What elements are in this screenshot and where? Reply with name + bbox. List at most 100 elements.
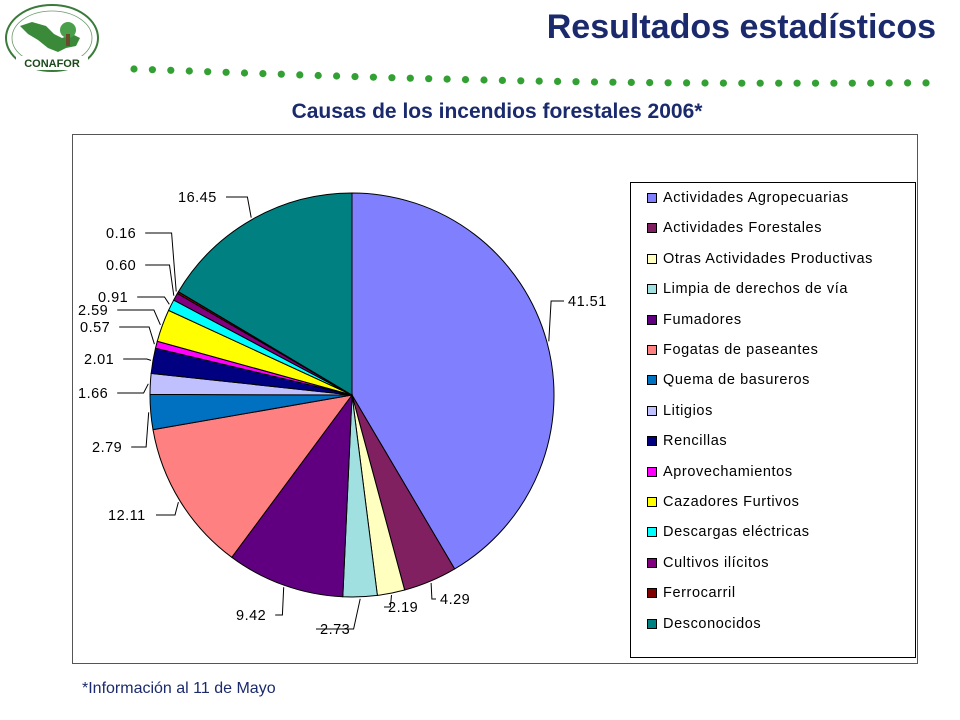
data-label: 41.51: [568, 294, 607, 310]
legend-label: Quema de basureros: [663, 372, 811, 389]
legend-item: Fogatas de paseantes: [647, 340, 819, 360]
divider-dot: [167, 66, 175, 74]
divider-dot: [646, 79, 654, 87]
legend-item: Aprovechamientos: [647, 462, 793, 482]
legend-swatch: [647, 375, 657, 386]
footnote: *Información al 11 de Mayo: [82, 680, 276, 697]
divider-dot: [904, 79, 912, 87]
divider-dot: [793, 79, 801, 87]
divider-dot: [867, 79, 875, 87]
leader-line: [145, 264, 175, 296]
divider-dot: [351, 73, 359, 81]
legend-swatch: [647, 193, 657, 203]
divider-dot: [480, 76, 488, 84]
legend-swatch: [647, 405, 657, 416]
divider-dot: [461, 76, 470, 84]
legend-label: Litigios: [663, 402, 713, 419]
data-label: 4.29: [440, 592, 470, 608]
dotted-divider: [130, 65, 930, 87]
divider-dot: [277, 70, 285, 78]
legend-label: Limpia de derechos de vía: [663, 281, 849, 298]
divider-dot: [425, 75, 433, 83]
legend-label: Actividades Forestales: [663, 220, 823, 237]
legend-item: Otras Actividades Productivas: [647, 249, 873, 269]
legend-swatch: [647, 497, 657, 507]
data-label: 9.42: [236, 608, 266, 624]
divider-dot: [204, 68, 212, 76]
divider-dot: [609, 78, 617, 86]
legend-swatch: [647, 557, 657, 568]
divider-dot: [554, 77, 562, 85]
data-label: 2.19: [388, 600, 418, 616]
leader-line: [119, 326, 155, 345]
legend-swatch: [647, 466, 657, 477]
divider-dot: [185, 67, 193, 75]
leader-line: [131, 412, 150, 448]
legend-swatch: [647, 588, 657, 599]
legend-label: Desconocidos: [663, 615, 762, 632]
chart-title: Causas de los incendios forestales 2006*: [291, 100, 703, 123]
leader-line: [226, 196, 252, 218]
leader-line: [117, 383, 149, 394]
divider-dot: [885, 79, 893, 87]
leader-line: [548, 300, 564, 342]
legend: Actividades Agropecuarias Actividades For…: [630, 182, 916, 658]
legend-label: Descargas eléctricas: [663, 524, 810, 541]
legend-item: Desconocidos: [647, 614, 761, 634]
legend-swatch: [647, 284, 657, 295]
divider-dot: [848, 79, 856, 87]
divider-dot: [240, 69, 249, 77]
legend-item: Fumadores: [647, 310, 742, 330]
legend-label: Fogatas de paseantes: [663, 342, 819, 358]
legend-swatch: [647, 436, 657, 447]
legend-label: Rencillas: [663, 433, 728, 450]
divider-dot: [517, 77, 525, 85]
divider-dot: [775, 79, 783, 87]
legend-label: Otras Actividades Productivas: [663, 250, 874, 267]
legend-item: Limpia de derechos de vía: [647, 279, 848, 299]
legend-swatch: [647, 314, 657, 325]
legend-item: Cultivos ilícitos: [647, 553, 769, 573]
leader-line: [117, 309, 161, 326]
leader-line: [145, 232, 177, 292]
leader-line: [156, 501, 179, 516]
leader-line: [384, 595, 392, 608]
divider-dot: [719, 79, 728, 87]
divider-dot: [627, 78, 635, 86]
divider-dot: [369, 73, 377, 81]
legend-swatch: [647, 345, 657, 355]
divider-dot: [664, 79, 672, 87]
divider-dot: [590, 78, 599, 86]
legend-label: Cultivos ilícitos: [663, 554, 770, 571]
divider-dot: [296, 71, 304, 79]
pie-slice: [177, 192, 353, 396]
pie-slice: [152, 394, 354, 559]
divider-dot: [333, 72, 341, 80]
leader-line: [316, 598, 361, 630]
divider-dot: [148, 66, 156, 74]
legend-swatch: [647, 223, 657, 234]
divider-dot: [922, 79, 930, 87]
legend-swatch: [647, 618, 657, 629]
legend-label: Cazadores Furtivos: [663, 494, 800, 510]
legend-label: Aprovechamientos: [663, 463, 793, 480]
legend-label: Actividades Agropecuarias: [663, 190, 849, 206]
data-label: 12.11: [108, 508, 146, 524]
legend-swatch: [647, 253, 657, 264]
divider-dot: [683, 79, 691, 87]
legend-item: Rencillas: [647, 431, 727, 451]
data-label: 0.91: [98, 290, 128, 306]
divider-dot: [535, 77, 543, 85]
legend-item: Quema de basureros: [647, 370, 810, 390]
data-label: 0.60: [106, 258, 136, 274]
legend-label: Ferrocarril: [663, 585, 736, 602]
data-label: 0.16: [106, 226, 136, 242]
leader-line: [123, 358, 152, 361]
legend-label: Fumadores: [663, 311, 742, 328]
divider-dot: [572, 78, 580, 86]
divider-dot: [314, 71, 322, 80]
divider-dot: [388, 74, 396, 82]
divider-dot: [443, 75, 451, 83]
data-label: 16.45: [178, 190, 217, 206]
